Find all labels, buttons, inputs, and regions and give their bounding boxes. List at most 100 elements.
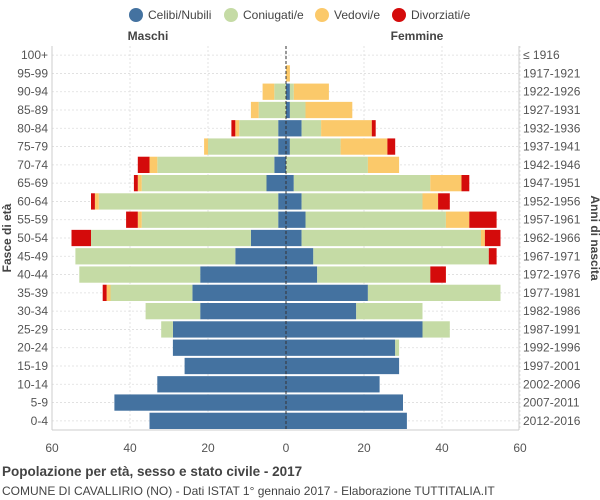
bar-male-divorziati: [138, 157, 150, 173]
bar-female-coniugate: [290, 138, 341, 154]
bar-female-nubili: [286, 340, 395, 356]
bar-male-celibi: [278, 212, 286, 228]
bar-female-coniugate: [302, 230, 481, 246]
bar-male-divorziati: [91, 193, 95, 209]
bar-female-nubili: [286, 376, 380, 392]
chart-subtitle: COMUNE DI CAVALLIRIO (NO) - Dati ISTAT 1…: [2, 484, 495, 498]
bar-male-celibi: [278, 193, 286, 209]
bar-female-nubili: [286, 230, 302, 246]
bar-female-divorziate: [462, 175, 470, 191]
legend-label: Divorziati/e: [411, 8, 471, 22]
bar-female-divorziate: [372, 120, 376, 136]
bar-male-coniugati: [75, 248, 235, 264]
bar-male-celibi: [200, 266, 286, 282]
bar-male-vedovi: [263, 84, 275, 100]
chart-canvas: 100+ ≤ 191695-99 1917-192190-94 1922-192685…: [0, 0, 600, 460]
x-tick-label: 40: [123, 441, 137, 455]
age-group-label: 85-89: [17, 103, 48, 117]
birth-year-label: 1962-1966: [523, 231, 581, 245]
bar-female-coniugate: [313, 248, 489, 264]
x-tick-label: 40: [435, 441, 449, 455]
birth-year-label: 1982-1986: [523, 304, 581, 318]
bar-male-celibi: [173, 321, 286, 337]
x-tick-label: 60: [45, 441, 59, 455]
age-group-label: 75-79: [17, 140, 48, 154]
bar-female-divorziate: [469, 212, 496, 228]
legend-swatch: [392, 8, 406, 22]
bar-male-divorziati: [72, 230, 92, 246]
bar-male-vedovi: [235, 120, 239, 136]
age-group-label: 60-64: [17, 194, 48, 208]
birth-year-label: 2012-2016: [523, 414, 581, 428]
bar-male-coniugati: [274, 84, 286, 100]
bar-male-coniugati: [142, 212, 279, 228]
bar-male-vedovi: [138, 175, 142, 191]
bar-female-coniugate: [290, 102, 306, 118]
birth-year-label: 1937-1941: [523, 140, 581, 154]
bar-male-coniugati: [146, 303, 201, 319]
bar-male-vedovi: [204, 138, 208, 154]
bar-female-vedove: [430, 175, 461, 191]
birth-year-label: ≤ 1916: [523, 48, 560, 62]
bar-female-coniugate: [290, 84, 294, 100]
bar-female-nubili: [286, 102, 290, 118]
age-group-label: 5-9: [31, 396, 49, 410]
bar-female-coniugate: [356, 303, 422, 319]
bar-female-nubili: [286, 266, 317, 282]
age-group-label: 80-84: [17, 121, 48, 135]
bar-male-vedovi: [95, 193, 99, 209]
age-group-label: 40-44: [17, 268, 48, 282]
legend-label: Celibi/Nubili: [148, 8, 211, 22]
bar-female-nubili: [286, 303, 356, 319]
legend: Celibi/Nubili Coniugati/e Vedovi/e Divorzia…: [129, 8, 471, 22]
bar-female-coniugate: [368, 285, 501, 301]
bar-male-vedovi: [107, 285, 111, 301]
bar-female-divorziate: [489, 248, 497, 264]
bar-female-vedove: [306, 102, 353, 118]
bar-male-coniugati: [259, 102, 286, 118]
x-tick-label: 20: [201, 441, 215, 455]
females-header: Femmine: [391, 29, 444, 43]
birth-year-label: 1942-1946: [523, 158, 581, 172]
bar-male-coniugati: [111, 285, 193, 301]
x-tick-label: 0: [283, 441, 290, 455]
legend-label: Vedovi/e: [334, 8, 380, 22]
legend-swatch: [224, 8, 238, 22]
bar-male-celibi: [235, 248, 286, 264]
chart-title: Popolazione per età, sesso e stato civil…: [2, 464, 302, 479]
bar-female-vedove: [341, 138, 388, 154]
bar-male-celibi: [185, 358, 286, 374]
age-group-label: 65-69: [17, 176, 48, 190]
bar-female-coniugate: [294, 175, 431, 191]
bar-female-coniugate: [302, 120, 322, 136]
bar-female-nubili: [286, 193, 302, 209]
birth-year-label: 1947-1951: [523, 176, 581, 190]
bar-female-coniugate: [302, 193, 423, 209]
bar-female-vedove: [446, 212, 469, 228]
x-tick-label: 20: [357, 441, 371, 455]
bar-male-divorziati: [126, 212, 138, 228]
bar-male-coniugati: [99, 193, 278, 209]
birth-year-label: 1952-1956: [523, 194, 581, 208]
birth-year-label: 1977-1981: [523, 286, 581, 300]
bar-female-nubili: [286, 138, 290, 154]
bar-male-vedovi: [150, 157, 158, 173]
bar-male-vedovi: [138, 212, 142, 228]
bar-male-coniugati: [208, 138, 278, 154]
bar-female-coniugate: [395, 340, 399, 356]
bar-female-nubili: [286, 321, 423, 337]
bar-male-celibi: [274, 157, 286, 173]
y-axis-title-left: Fasce di età: [0, 203, 14, 272]
bar-female-divorziate: [485, 230, 501, 246]
bar-male-celibi: [200, 303, 286, 319]
age-group-label: 55-59: [17, 213, 48, 227]
bar-female-nubili: [286, 120, 302, 136]
bar-male-celibi: [192, 285, 286, 301]
bar-male-coniugati: [161, 321, 173, 337]
birth-year-label: 1972-1976: [523, 268, 581, 282]
bar-male-celibi: [267, 175, 287, 191]
bar-male-celibi: [251, 230, 286, 246]
birth-year-label: 1922-1926: [523, 85, 581, 99]
age-group-label: 20-24: [17, 341, 48, 355]
age-group-label: 45-49: [17, 249, 48, 263]
